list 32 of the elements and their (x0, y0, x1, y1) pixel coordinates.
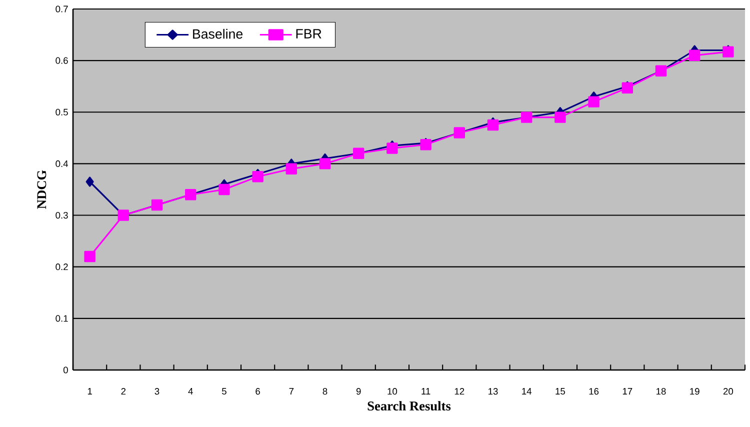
x-tick-label: 16 (589, 388, 599, 395)
x-tick-label: 12 (454, 388, 464, 395)
x-axis-title: Search Results (368, 401, 451, 411)
x-tick-label: 6 (256, 388, 260, 395)
x-tick-label: 10 (388, 388, 398, 395)
x-tick-label: 17 (622, 388, 632, 394)
x-tick-label: 19 (690, 388, 700, 395)
y-axis-title: NDCG (37, 170, 46, 209)
legend-label: Baseline (193, 28, 243, 39)
y-tick-label: 0 (63, 366, 68, 374)
y-tick-label: 0.7 (56, 6, 68, 12)
x-tick-label: 2 (121, 388, 126, 395)
x-tick-label: 4 (188, 388, 193, 394)
x-tick-label: 3 (154, 388, 160, 395)
x-tick-label: 5 (222, 388, 226, 395)
y-tick-label: 0.5 (56, 108, 68, 116)
x-tick-label: 15 (556, 388, 565, 395)
x-tick-label: 8 (322, 388, 328, 395)
x-tick-label: 20 (723, 388, 734, 395)
y-tick-label: 0.3 (56, 212, 68, 219)
legend-label: FBR (296, 29, 322, 38)
y-tick-label: 0.1 (56, 315, 68, 322)
x-tick-label: 7 (289, 388, 294, 394)
x-tick-label: 13 (488, 388, 498, 395)
x-tick-label: 1 (88, 388, 92, 394)
x-tick-label: 9 (356, 388, 361, 395)
x-tick-label: 11 (422, 388, 430, 394)
x-tick-label: 18 (656, 388, 666, 395)
y-tick-label: 0.2 (56, 264, 68, 270)
x-tick-label: 14 (522, 388, 532, 394)
y-tick-label: 0.4 (56, 160, 68, 167)
y-tick-label: 0.6 (56, 57, 68, 64)
